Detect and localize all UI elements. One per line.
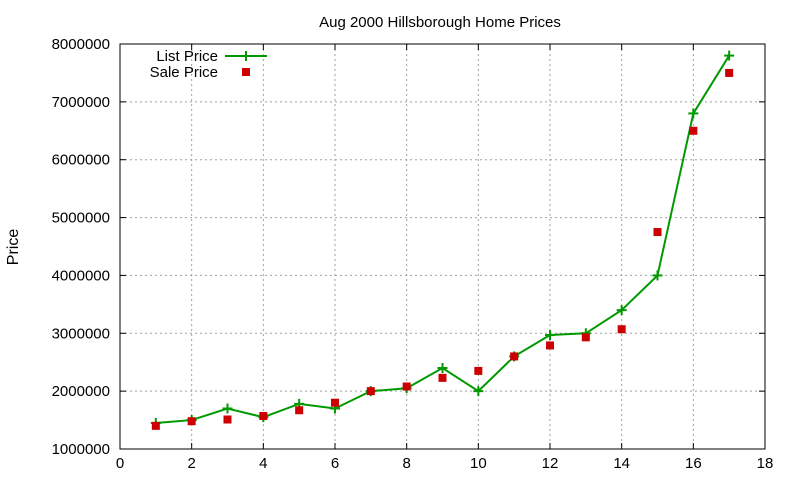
x-tick-label: 2 (187, 455, 195, 472)
sale-price-point (617, 325, 626, 334)
legend-label: List Price (156, 48, 218, 65)
x-tick-label: 6 (331, 455, 339, 472)
list-price-point (545, 330, 555, 341)
y-tick-label: 4000000 (52, 267, 110, 284)
legend-label: Sale Price (150, 64, 218, 81)
sale-price-point (331, 398, 339, 407)
sale-price-point (653, 228, 662, 237)
plot-frame (119, 43, 766, 450)
x-tick-label: 16 (685, 455, 702, 472)
list-price-point (652, 270, 663, 281)
y-tick-label: 6000000 (52, 152, 110, 169)
series-list-price (150, 50, 735, 428)
y-tick-label: 2000000 (52, 383, 110, 400)
series-sale-price (151, 68, 734, 430)
sale-price-point (689, 126, 698, 135)
list-price-point (473, 386, 484, 397)
sale-price-point (510, 352, 519, 361)
sale-price-point (546, 341, 554, 350)
sale-price-point (725, 68, 734, 77)
y-tick-label: 8000000 (52, 36, 110, 53)
chart-title: Aug 2000 Hillsborough Home Prices (319, 14, 561, 31)
x-tick-label: 0 (116, 455, 124, 472)
sale-price-point (366, 387, 375, 396)
sale-price-point (295, 406, 304, 415)
sale-price-point (223, 415, 232, 424)
x-tick-label: 4 (259, 455, 267, 472)
sale-price-point (474, 366, 483, 375)
grid (120, 44, 765, 449)
x-tick-label: 18 (757, 455, 774, 472)
list-price-point (437, 363, 448, 373)
list-price-point (688, 108, 699, 119)
list-price-point (222, 403, 233, 414)
x-tick-label: 12 (542, 455, 559, 472)
list-price-point (724, 50, 735, 61)
list-price-point (616, 305, 627, 316)
x-tick-label: 10 (470, 455, 487, 472)
y-axis-label: Price (5, 229, 22, 266)
sale-price-point (402, 382, 411, 391)
series-layer (150, 50, 735, 430)
sale-price-point (438, 373, 447, 382)
sale-price-point (151, 421, 160, 430)
sale-price-point (581, 333, 590, 342)
y-tick-label: 5000000 (52, 210, 110, 227)
sale-price-point (259, 412, 268, 421)
x-tick-label: 14 (613, 455, 630, 472)
legend-plus-marker (241, 51, 251, 61)
y-tick-label: 3000000 (52, 325, 110, 342)
y-tick-label: 1000000 (52, 441, 110, 458)
y-tick-label: 7000000 (52, 94, 110, 111)
sale-price-point (187, 417, 196, 426)
x-tick-label: 8 (402, 455, 410, 472)
legend-square-marker (242, 68, 250, 76)
axes: 0 2 4 6 8 10 12 14 16 18 1000000 2000000 3000000 4000… (52, 36, 774, 472)
